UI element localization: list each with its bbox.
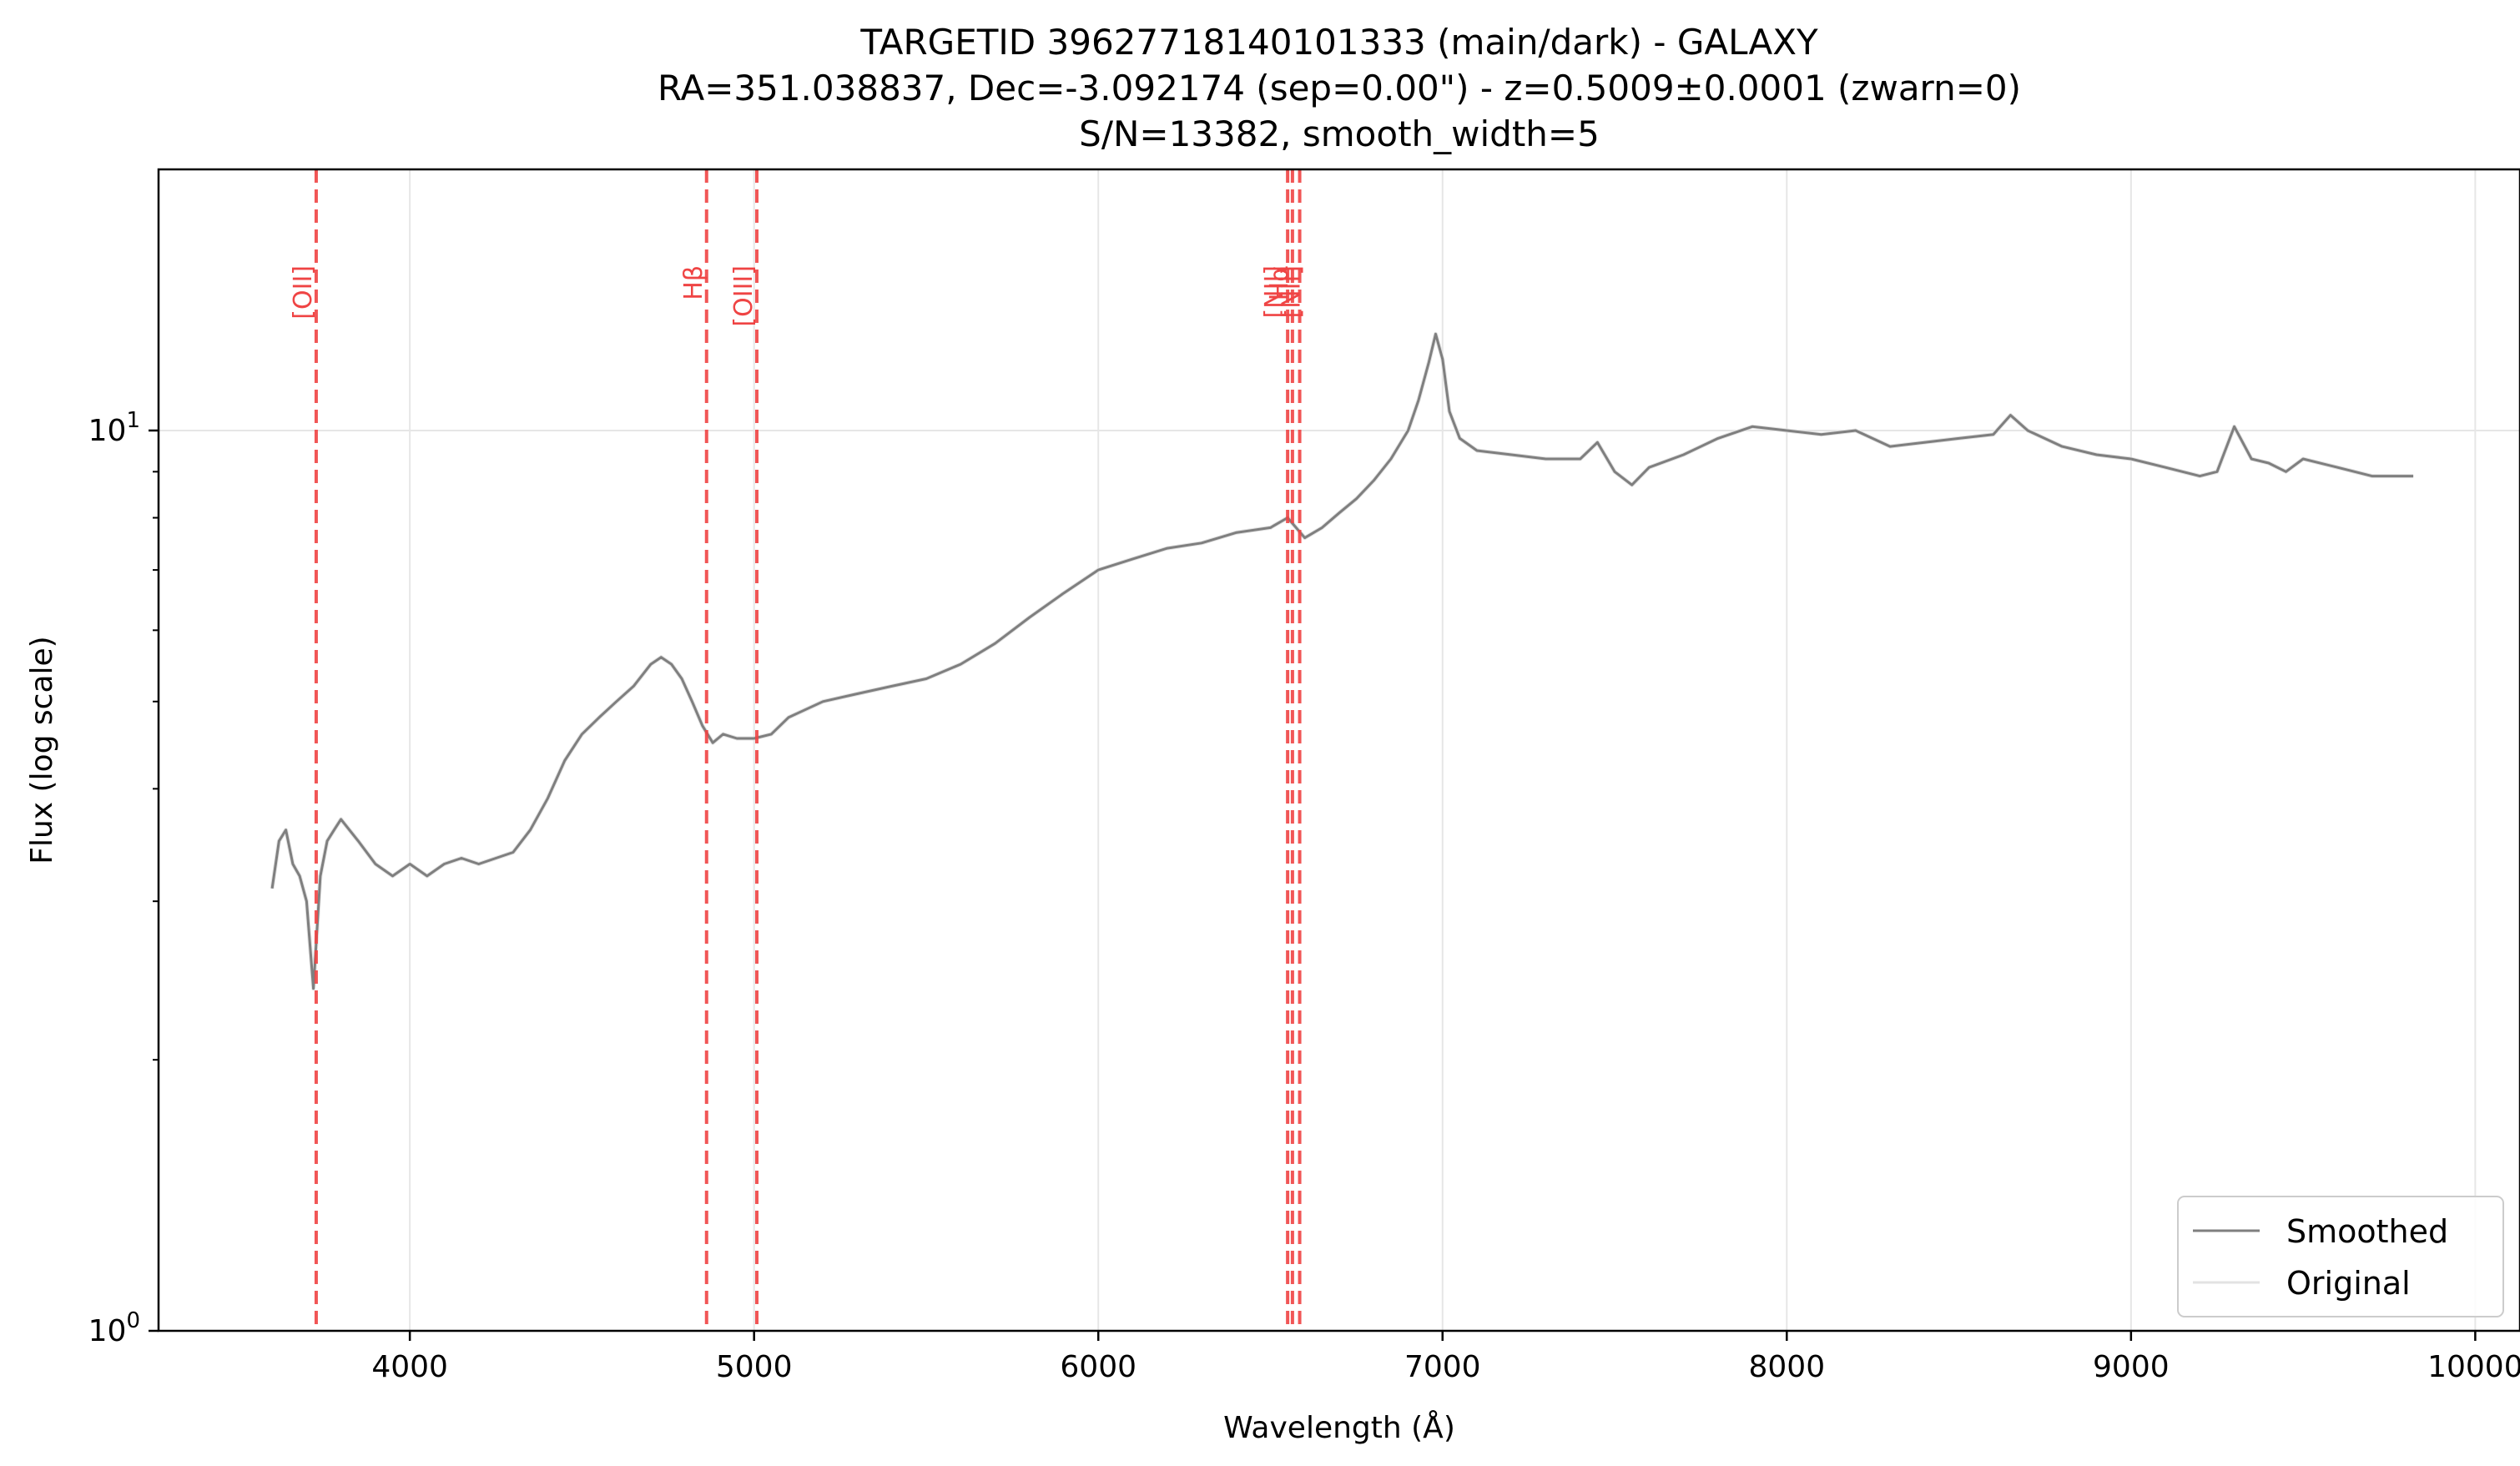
emission-line-label: Hα (1265, 265, 1294, 300)
emission-line-label: [NII] (1260, 265, 1289, 319)
y-axis-ticks: 100 101 (88, 408, 159, 1348)
x-tick-label: 5000 (716, 1350, 793, 1384)
legend-label-original: Original (2286, 1265, 2411, 1302)
y-tick-label: 100 (88, 1308, 140, 1348)
x-axis-label: Wavelength (Å) (1223, 1409, 1455, 1445)
x-tick-label: 6000 (1060, 1350, 1137, 1384)
emission-line-label: Hβ (679, 265, 708, 300)
chart-title-line-2: RA=351.038837, Dec=-3.092174 (sep=0.00")… (658, 68, 2021, 108)
emission-line-label: [OII] (289, 265, 318, 320)
x-tick-label: 7000 (1404, 1350, 1481, 1384)
x-tick-label: 8000 (1748, 1350, 1825, 1384)
emission-lines: [OII] Hβ [OIII] [NII]Hα[NII] (289, 169, 1307, 1331)
series-line-smoothed (270, 332, 2414, 990)
legend-label-smoothed: Smoothed (2286, 1213, 2448, 1250)
series-layer (270, 331, 2414, 991)
grid (159, 169, 2520, 1332)
plot-frame (157, 168, 2520, 1332)
x-tick-label: 9000 (2093, 1350, 2170, 1384)
chart-title-line-1: TARGETID 39627718140101333 (main/dark) -… (859, 22, 1818, 63)
x-axis-ticks: 4000 5000 6000 7000 8000 9000 10000 (371, 1331, 2520, 1384)
emission-line-label: [OIII] (729, 265, 759, 327)
x-tick-label: 10000 (2427, 1350, 2520, 1384)
x-tick-label: 4000 (371, 1350, 448, 1384)
legend: Smoothed Original (2177, 1196, 2504, 1317)
chart-title: TARGETID 39627718140101333 (main/dark) -… (658, 22, 2021, 154)
emission-line-label: [NII] (1278, 265, 1307, 319)
y-tick-label: 101 (88, 408, 140, 448)
legend-box (2177, 1196, 2504, 1317)
series-line-original (270, 331, 2414, 991)
chart-title-line-3: S/N=13382, smooth_width=5 (1079, 113, 1600, 154)
y-axis-label: Flux (log scale) (25, 636, 59, 864)
